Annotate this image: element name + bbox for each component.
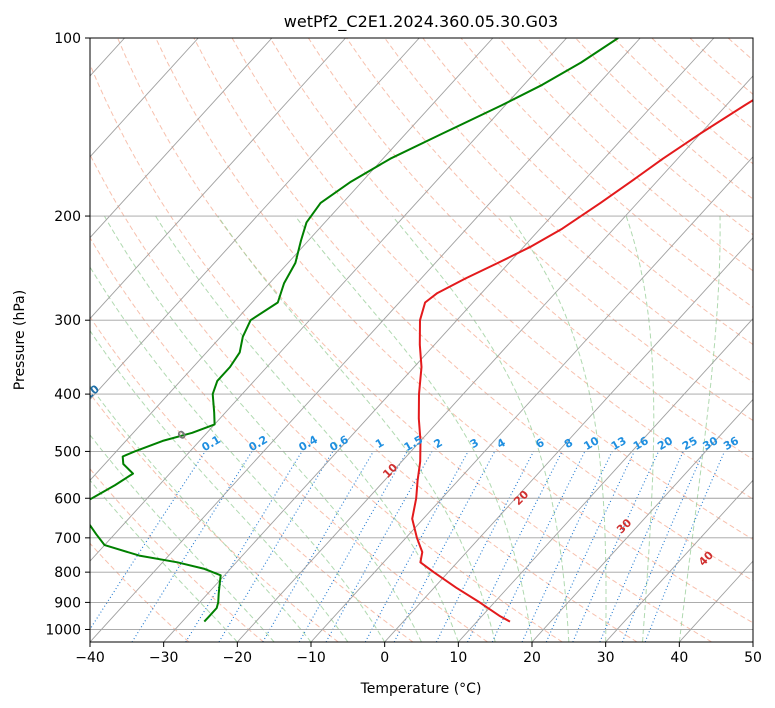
y-tick-label: 100 [54, 31, 81, 47]
moist-adiabat-line [392, 215, 570, 642]
x-axis-label: Temperature (°C) [360, 681, 482, 697]
y-tick-label: 800 [54, 565, 81, 581]
plot-frame [89, 37, 754, 643]
mixing-ratio-line [325, 451, 433, 642]
isotherm-line [90, 38, 346, 320]
profiles [90, 38, 753, 623]
dry-adiabat-line [117, 38, 712, 642]
temperature-profile [411, 99, 753, 623]
isotherm-line [90, 38, 641, 642]
isotherm-line [531, 398, 753, 642]
dry-adiabat-line [90, 392, 339, 642]
isotherm-line [237, 75, 753, 642]
x-tick-label: 50 [744, 650, 762, 666]
moist-adiabat-line [678, 215, 721, 642]
mixing-ratio-line [90, 451, 206, 631]
dry-adiabat-line [193, 38, 753, 582]
isotherm-line [90, 38, 273, 239]
x-tick-label: 20 [523, 650, 541, 666]
dewpoint-profile [90, 38, 619, 623]
y-axis-ticks: 100 200 300 400 500 600 700 800 900 1000 [45, 31, 90, 638]
moist-adiabat-line [155, 215, 459, 642]
moist-adiabat-line [90, 434, 275, 642]
dry-adiabat-line [422, 38, 753, 346]
moist-adiabat-line [90, 385, 312, 642]
isotherm-line [90, 38, 567, 562]
moist-adiabat-line [103, 215, 422, 642]
moist-adiabat-line [625, 215, 655, 642]
isotherm-line [384, 237, 753, 642]
x-tick-label: −10 [296, 650, 326, 666]
pressure-gridlines [90, 38, 753, 630]
y-tick-label: 500 [54, 444, 81, 460]
mixing-ratio-line [393, 451, 496, 642]
moist-adiabat-line [508, 215, 607, 642]
moist-adiabat-line [294, 215, 533, 642]
moist-adiabat-line [90, 479, 238, 642]
x-tick-label: 10 [449, 650, 467, 666]
y-tick-label: 200 [54, 209, 81, 225]
dry-adiabat-line [269, 38, 753, 500]
isotherms [90, 38, 753, 642]
isotherm-line [458, 317, 753, 642]
mixing-ratio-line [185, 451, 303, 642]
isotherm-line [90, 38, 420, 401]
moist-adiabats [90, 215, 721, 642]
chart-title: wetPf2_C2E1.2024.360.05.30.G03 [284, 12, 558, 32]
y-tick-label: 1000 [45, 622, 81, 638]
isotherm-line [163, 38, 715, 642]
isotherm-line [90, 38, 494, 481]
mixing-ratio-line [599, 451, 684, 642]
x-axis-ticks: −40 −30 −20 −10 0 10 20 30 40 50 [75, 642, 762, 666]
dry-adiabat-line [384, 38, 753, 383]
plot-area: -100-90-80-70-60-50-40-30-20-10010203040… [90, 38, 753, 642]
dry-adiabat-line [90, 153, 563, 642]
isotherm-line [90, 38, 199, 158]
mixing-ratio-line [435, 451, 535, 642]
dry-adiabat-line [307, 38, 753, 461]
y-tick-label: 700 [54, 531, 81, 547]
x-tick-label: −30 [149, 650, 179, 666]
isotherm-line [605, 479, 753, 642]
moist-adiabat-line [217, 215, 496, 642]
mixing-ratio-line [572, 451, 660, 642]
mixing-ratio-line [621, 451, 705, 642]
x-tick-label: −40 [75, 650, 105, 666]
y-tick-label: 400 [54, 387, 81, 403]
dry-adiabat-line [90, 63, 638, 642]
y-tick-label: 600 [54, 491, 81, 507]
x-tick-label: 0 [380, 650, 389, 666]
x-tick-label: −20 [223, 650, 253, 666]
mixing-ratio-line [364, 451, 469, 642]
dry-adiabats [90, 38, 753, 642]
moist-adiabat-line [90, 329, 349, 642]
moist-adiabat-line [90, 266, 386, 642]
dry-adiabat-line [155, 38, 753, 624]
y-tick-label: 300 [54, 313, 81, 329]
x-tick-label: 40 [670, 650, 688, 666]
isotherm-line [310, 156, 753, 642]
x-tick-label: 30 [597, 650, 615, 666]
y-axis-label: Pressure (hPa) [12, 290, 28, 390]
y-tick-label: 900 [54, 595, 81, 611]
